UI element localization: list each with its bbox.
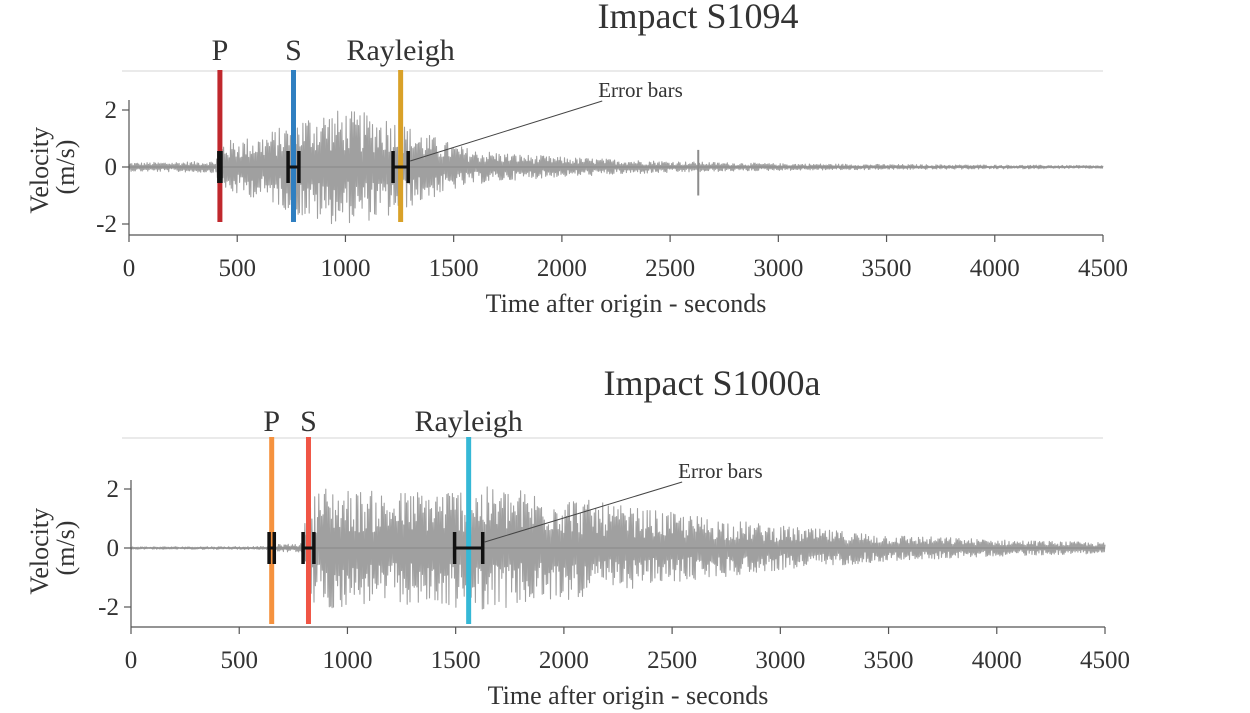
x-tick-label: 500 <box>218 255 256 282</box>
error-bars-annotation: Error bars <box>410 78 683 162</box>
x-tick-label: 1000 <box>322 647 372 674</box>
x-tick-label: 0 <box>125 647 138 674</box>
x-tick-label: 4500 <box>1080 647 1130 674</box>
x-tick-label: 4500 <box>1078 255 1128 282</box>
phase-markers: P S Rayleigh <box>212 34 455 222</box>
x-tick-label: 2000 <box>539 647 589 674</box>
x-tick-label: 1500 <box>429 255 479 282</box>
x-tick-label: 3500 <box>862 255 912 282</box>
phase-markers: P S Rayleigh <box>263 405 523 624</box>
x-tick-label: 500 <box>220 647 258 674</box>
x-axis-label: Time after origin - seconds <box>488 681 769 710</box>
annotation-text: Error bars <box>678 459 763 483</box>
phase-label-s: S <box>300 405 317 438</box>
chart-panel-s1094: Impact S1094 P S Rayleigh 0 500 1000 1500 2000… <box>25 0 1128 318</box>
phase-label-rayleigh: Rayleigh <box>414 405 522 438</box>
annotation-leader-line <box>410 100 603 162</box>
chart-title: Impact S1094 <box>598 0 799 36</box>
y-tick-label: -2 <box>98 594 119 621</box>
x-tick-label: 3000 <box>755 647 805 674</box>
chart-title: Impact S1000a <box>604 363 821 403</box>
x-tick-label: 4000 <box>970 255 1020 282</box>
waveform-trace <box>128 110 1104 225</box>
annotation-text: Error bars <box>598 78 683 102</box>
y-axis-label-line-1: Velocity <box>25 127 54 214</box>
x-tick-label: 4000 <box>972 647 1022 674</box>
x-axis-label: Time after origin - seconds <box>486 289 767 318</box>
y-axis-label: Velocity (m/s) <box>25 120 80 213</box>
x-tick-label: 1500 <box>431 647 481 674</box>
error-bar-p <box>217 151 223 183</box>
y-tick-label: 2 <box>107 476 120 503</box>
y-axis-label-line-2: (m/s) <box>51 521 80 576</box>
x-tick-label: 3000 <box>753 255 803 282</box>
y-tick-label: 0 <box>107 535 120 562</box>
x-tick-label: 3500 <box>864 647 914 674</box>
error-bars-annotation: Error bars <box>484 459 763 543</box>
y-axis-label-line-1: Velocity <box>25 508 54 595</box>
phase-label-p: P <box>212 34 229 67</box>
error-bar-s <box>286 151 301 183</box>
error-bar-p <box>267 532 277 564</box>
error-bar-rayleigh <box>391 151 410 183</box>
x-tick-label: 0 <box>123 255 136 282</box>
y-tick-label: 2 <box>105 97 118 124</box>
error-bar-s <box>301 532 316 564</box>
phase-label-s: S <box>285 34 302 67</box>
x-tick-label: 2500 <box>645 255 695 282</box>
y-axis-label: Velocity (m/s) <box>25 501 80 594</box>
y-tick-label: -2 <box>96 211 117 238</box>
waveform-trace <box>130 486 1106 610</box>
phase-label-p: P <box>263 405 280 438</box>
chart-panel-s1000a: Impact S1000a P S Rayleigh 0 500 1000 1500 200… <box>25 363 1130 710</box>
x-tick-label: 2500 <box>647 647 697 674</box>
annotation-leader-line <box>484 481 683 543</box>
y-tick-label: 0 <box>105 154 118 181</box>
x-tick-label: 2000 <box>537 255 587 282</box>
phase-label-rayleigh: Rayleigh <box>346 34 454 67</box>
x-tick-label: 1000 <box>320 255 370 282</box>
y-axis-label-line-2: (m/s) <box>51 140 80 195</box>
error-bar-rayleigh <box>452 532 485 564</box>
